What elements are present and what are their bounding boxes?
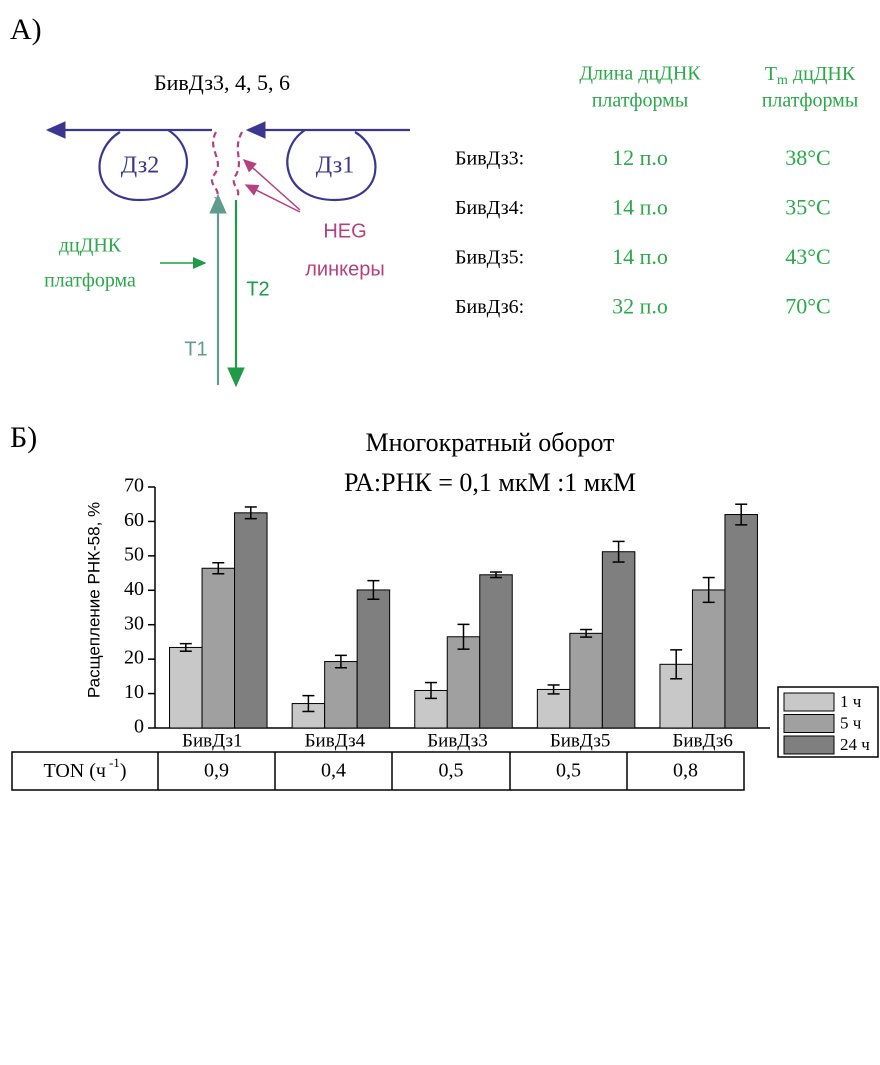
ton-header-text: TON (ч [44, 760, 106, 782]
y-tick-label: 10 [124, 681, 144, 703]
platform-length: 14 п.о [612, 244, 668, 269]
y-tick-label: 30 [124, 612, 144, 634]
melting-temp: 35°C [785, 195, 830, 220]
error-bar [580, 628, 593, 638]
melting-temp: 38°C [785, 145, 830, 170]
construct-title: БивДз3, 4, 5, 6 [154, 70, 290, 95]
error-bar [179, 642, 192, 652]
ton-value: 0,8 [673, 760, 698, 782]
error-bar [547, 684, 560, 695]
ton-header-sup: -1 [109, 755, 120, 770]
construct-name: БивДз6: [455, 296, 524, 318]
bar [569, 632, 603, 729]
legend-frame [777, 686, 879, 758]
chart-title: Многократный оборот [366, 428, 615, 457]
linker-label: HEG [323, 220, 366, 242]
y-tick-label: 60 [124, 509, 144, 531]
bar [479, 574, 513, 729]
ton-value: 0,5 [556, 760, 581, 782]
error-bar [702, 576, 715, 604]
dz2-label: Дз2 [121, 153, 159, 179]
construct-table: БивДз3: 12 п.о 38°C БивДз4: 14 п.о 35°C БивДз5… [455, 145, 831, 319]
error-bar [212, 561, 225, 575]
bar [356, 589, 391, 729]
panel-label: А) [10, 13, 42, 46]
legend-label: 5 ч [840, 713, 862, 732]
legend-swatch [783, 714, 835, 733]
legend-label: 24 ч [840, 735, 870, 754]
legend-swatch [783, 735, 835, 755]
legend-label: 1 ч [840, 692, 862, 711]
platform-length: 32 п.о [612, 294, 668, 319]
linker-label: линкеры [305, 258, 384, 280]
bar [691, 589, 726, 729]
legend: 1 ч 5 ч 24 ч [777, 686, 879, 758]
legend-swatch [783, 692, 835, 712]
construct-name: БивДз5: [455, 247, 524, 269]
melting-temp: 43°C [785, 244, 830, 269]
error-bar [244, 506, 257, 520]
ton-table: TON (ч -1) 0,9 0,4 0,5 0,5 0,8 [11, 751, 745, 791]
ton-value: 0,4 [321, 760, 346, 782]
bar [234, 512, 268, 729]
table-header: Длина дцДНК [579, 63, 701, 85]
t1-label: T1 [184, 338, 207, 360]
melting-temp: 70°C [785, 294, 830, 319]
error-bar [302, 694, 315, 713]
bar [446, 636, 481, 729]
dz1-label: Дз1 [316, 153, 354, 179]
bar [201, 567, 236, 729]
ton-header: TON (ч -1) [44, 755, 127, 782]
plot: 0 10 20 30 40 50 60 70 БивДз1 БивДз4 БивДз3 БивДз5 Б… [124, 475, 879, 758]
bar [536, 688, 571, 729]
y-tick-label: 50 [124, 543, 144, 565]
tm-symbol: T [765, 63, 777, 85]
error-bar [490, 571, 502, 579]
bar [724, 514, 758, 729]
error-bar [457, 623, 470, 650]
panel-label: Б) [10, 421, 37, 454]
platform-label: дцДНК [59, 235, 122, 257]
diagram [45, 121, 410, 388]
error-bar [670, 649, 683, 680]
error-bar [612, 540, 625, 563]
error-bar [425, 681, 437, 700]
platform-length: 14 п.о [612, 195, 668, 220]
construct-name: БивДз4: [455, 197, 524, 219]
bar [324, 661, 358, 729]
table-frame [11, 751, 745, 791]
x-tick-label: БивДз6 [672, 730, 733, 751]
ton-header-close: ) [120, 760, 127, 782]
platform-label: платформа [44, 270, 136, 292]
y-axis-label: Расщепление РНК-58, % [84, 502, 103, 698]
t2-label: T2 [246, 278, 269, 300]
bar [169, 646, 203, 729]
y-tick-label: 0 [134, 716, 144, 738]
tm-text: дцДНК [793, 63, 856, 85]
y-tick-label: 40 [124, 578, 144, 600]
table-header: платформы [592, 90, 689, 112]
x-tick-label: БивДз3 [427, 730, 488, 751]
y-tick-label: 70 [124, 475, 144, 497]
chart-subtitle: РА:РНК = 0,1 мкМ :1 мкМ [344, 468, 636, 497]
y-tick-label: 20 [124, 647, 144, 669]
error-bar [367, 579, 380, 600]
error-bar [334, 654, 347, 669]
x-tick-label: БивДз4 [305, 730, 366, 751]
ton-value: 0,9 [204, 760, 229, 782]
construct-name: БивДз3: [455, 148, 524, 170]
platform-length: 12 п.о [612, 145, 668, 170]
ton-value: 0,5 [439, 760, 464, 782]
x-tick-label: БивДз1 [182, 730, 243, 751]
error-bar [735, 503, 748, 526]
bar [601, 551, 636, 729]
x-tick-label: БивДз5 [550, 730, 611, 751]
table-header: Tm дцДНК [765, 63, 856, 89]
tm-subscript: m [777, 73, 788, 88]
table-header: платформы [762, 90, 859, 112]
